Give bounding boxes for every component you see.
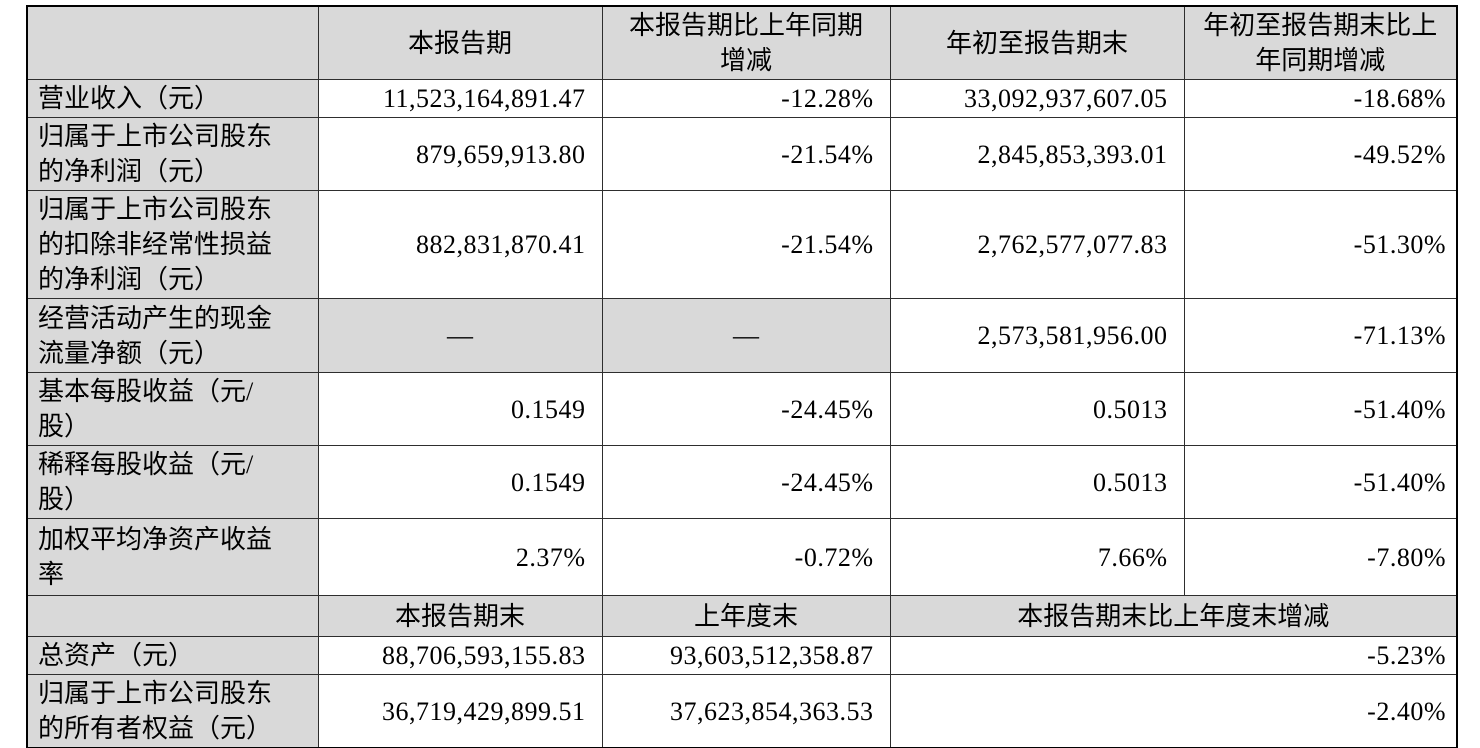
cell-value: 0.5013 [889, 372, 1185, 446]
table-row: 加权平均净资产收益 率 2.37% -0.72% 7.66% -7.80% [26, 518, 1458, 596]
cell-value: -0.72% [601, 518, 891, 596]
top-header-row: 本报告期 本报告期比上年同期 增减 年初至报告期末 年初至报告期末比上 年同期增… [26, 5, 1458, 80]
cell-value: -12.28% [601, 79, 891, 118]
cell-value: 7.66% [889, 518, 1185, 596]
corner-cell [26, 595, 319, 637]
cell-value: 88,706,593,155.83 [317, 636, 603, 675]
header-period-end-vs-prior-year: 本报告期末比上年度末增减 [889, 595, 1458, 637]
header-period-end: 本报告期末 [317, 595, 603, 637]
cell-value: -21.54% [601, 117, 891, 191]
table-row: 总资产（元） 88,706,593,155.83 93,603,512,358.… [26, 636, 1458, 675]
table-row: 归属于上市公司股东 的所有者权益（元） 36,719,429,899.51 37… [26, 674, 1458, 748]
cell-value: -5.23% [889, 636, 1458, 675]
cell-value: 2,762,577,077.83 [889, 190, 1185, 299]
cell-value: 0.1549 [317, 445, 603, 519]
financial-summary-table: 本报告期 本报告期比上年同期 增减 年初至报告期末 年初至报告期末比上 年同期增… [26, 5, 1458, 748]
cell-value: -71.13% [1183, 298, 1458, 373]
table-row: 营业收入（元） 11,523,164,891.47 -12.28% 33,092… [26, 79, 1458, 118]
table-row: 经营活动产生的现金 流量净额（元） — — 2,573,581,956.00 -… [26, 298, 1458, 373]
cell-value: 2.37% [317, 518, 603, 596]
header-prior-year-end: 上年度末 [601, 595, 891, 637]
row-label-basic-eps: 基本每股收益（元/ 股） [26, 372, 319, 446]
header-ytd: 年初至报告期末 [889, 5, 1185, 80]
cell-value: -21.54% [601, 190, 891, 299]
cell-value: -49.52% [1183, 117, 1458, 191]
cell-value: -7.80% [1183, 518, 1458, 596]
cell-value: 2,573,581,956.00 [889, 298, 1185, 373]
cell-value: -51.30% [1183, 190, 1458, 299]
cell-value: 93,603,512,358.87 [601, 636, 891, 675]
cell-dash: — [601, 298, 891, 373]
row-label-total-assets: 总资产（元） [26, 636, 319, 675]
row-label-weighted-avg-roe: 加权平均净资产收益 率 [26, 518, 319, 596]
cell-value: -18.68% [1183, 79, 1458, 118]
cell-dash: — [317, 298, 603, 373]
cell-value: 33,092,937,607.05 [889, 79, 1185, 118]
header-current-period-yoy: 本报告期比上年同期 增减 [601, 5, 891, 80]
table-row: 稀释每股收益（元/ 股） 0.1549 -24.45% 0.5013 -51.4… [26, 445, 1458, 519]
cell-value: 0.5013 [889, 445, 1185, 519]
row-label-diluted-eps: 稀释每股收益（元/ 股） [26, 445, 319, 519]
cell-value: 11,523,164,891.47 [317, 79, 603, 118]
table-row: 归属于上市公司股东 的净利润（元） 879,659,913.80 -21.54%… [26, 117, 1458, 191]
cell-value: -24.45% [601, 372, 891, 446]
cell-value: -2.40% [889, 674, 1458, 748]
cell-value: 36,719,429,899.51 [317, 674, 603, 748]
table-row: 基本每股收益（元/ 股） 0.1549 -24.45% 0.5013 -51.4… [26, 372, 1458, 446]
cell-value: 2,845,853,393.01 [889, 117, 1185, 191]
row-label-net-profit: 归属于上市公司股东 的净利润（元） [26, 117, 319, 191]
row-label-equity-attributable-to-shareholders: 归属于上市公司股东 的所有者权益（元） [26, 674, 319, 748]
table-row: 归属于上市公司股东 的扣除非经常性损益 的净利润（元） 882,831,870.… [26, 190, 1458, 299]
cell-value: -24.45% [601, 445, 891, 519]
row-label-operating-revenue: 营业收入（元） [26, 79, 319, 118]
cell-value: -51.40% [1183, 372, 1458, 446]
header-current-period: 本报告期 [317, 5, 603, 80]
cell-value: 0.1549 [317, 372, 603, 446]
row-label-operating-cash-flow: 经营活动产生的现金 流量净额（元） [26, 298, 319, 373]
corner-cell [26, 5, 319, 80]
cell-value: 37,623,854,363.53 [601, 674, 891, 748]
second-header-row: 本报告期末 上年度末 本报告期末比上年度末增减 [26, 595, 1458, 637]
cell-value: -51.40% [1183, 445, 1458, 519]
cell-value: 879,659,913.80 [317, 117, 603, 191]
header-ytd-yoy: 年初至报告期末比上 年同期增减 [1183, 5, 1458, 80]
row-label-net-profit-excl-nonrecurring: 归属于上市公司股东 的扣除非经常性损益 的净利润（元） [26, 190, 319, 299]
cell-value: 882,831,870.41 [317, 190, 603, 299]
